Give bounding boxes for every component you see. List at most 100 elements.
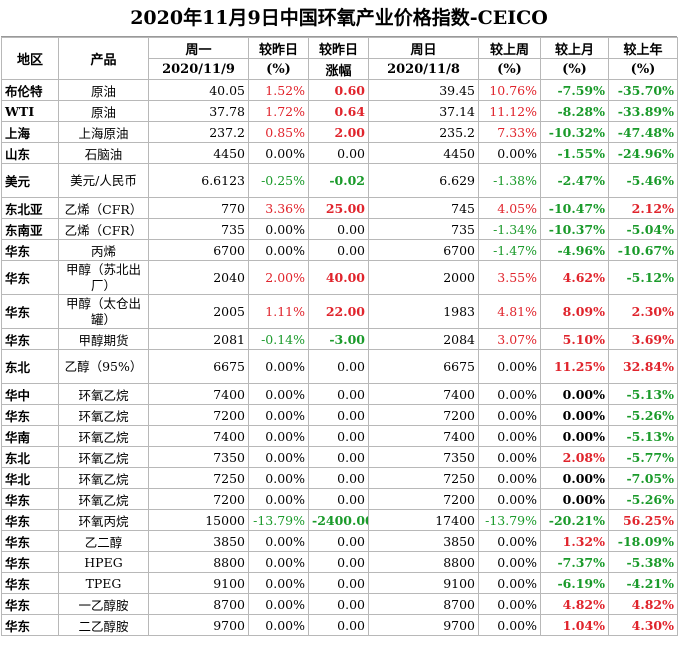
sunday-price-cell: 4450 (368, 142, 479, 164)
table-row: 华东 乙二醇 3850 0.00% 0.00 3850 0.00% 1.32% -18.09% (1, 530, 678, 552)
day-change-pct-cell: -13.79% (248, 509, 309, 531)
sunday-price-cell: 7400 (368, 383, 479, 405)
year-change-cell: 32.84% (608, 349, 678, 384)
day-change-pct-cell: 0.00% (248, 349, 309, 384)
region-cell: 华东 (1, 551, 59, 573)
day-change-value-cell: 0.00 (308, 142, 369, 164)
day-change-value-cell: 0.00 (308, 218, 369, 240)
monday-price-cell: 7350 (148, 446, 249, 468)
region-cell: 华东 (1, 509, 59, 531)
year-change-cell: -33.89% (608, 100, 678, 122)
header-row-2: 2020/11/9 (%) 涨幅 2020/11/8 (%) (%) (%) (2, 58, 678, 80)
header-vs-prev-day-change: 较昨日 (308, 37, 369, 59)
sunday-price-cell: 17400 (368, 509, 479, 531)
table-row: 华东 二乙醇胺 9700 0.00% 0.00 9700 0.00% 1.04% 4.30% (1, 614, 678, 636)
week-change-cell: 11.12% (478, 100, 541, 122)
day-change-value-cell: 22.00 (308, 294, 369, 329)
table-row: 华东 环氧乙烷 7200 0.00% 0.00 7200 0.00% 0.00% -5.26% (1, 488, 678, 510)
header-sunday: 周日 (368, 37, 479, 59)
week-change-cell: 0.00% (478, 572, 541, 594)
header-vs-last-year: 较上年 (608, 37, 678, 59)
day-change-pct-cell: 0.00% (248, 425, 309, 447)
table-row: 华东 甲醇（太仓出罐） 2005 1.11% 22.00 1983 4.81% 8.09% 2.… (1, 294, 678, 329)
region-cell: 东北 (1, 349, 59, 384)
table-row: 华东 甲醇（苏北出厂） 2040 2.00% 40.00 2000 3.55% 4.62% -5… (1, 260, 678, 295)
year-change-cell: -4.21% (608, 572, 678, 594)
year-change-cell: -7.05% (608, 467, 678, 489)
table-row: 华南 环氧乙烷 7400 0.00% 0.00 7400 0.00% 0.00% -5.13% (1, 425, 678, 447)
week-change-cell: 0.00% (478, 530, 541, 552)
week-change-cell: 4.81% (478, 294, 541, 329)
day-change-pct-cell: 0.00% (248, 488, 309, 510)
year-change-cell: -5.13% (608, 425, 678, 447)
table-row: 东南亚 乙烯（CFR） 735 0.00% 0.00 735 -1.34% -10.37% -5… (1, 218, 678, 240)
year-change-cell: 2.30% (608, 294, 678, 329)
monday-price-cell: 7200 (148, 488, 249, 510)
sunday-price-cell: 7350 (368, 446, 479, 468)
day-change-value-cell: 0.00 (308, 530, 369, 552)
monday-price-cell: 2081 (148, 328, 249, 350)
week-change-cell: -1.38% (478, 163, 541, 198)
table-row: 华东 一乙醇胺 8700 0.00% 0.00 8700 0.00% 4.82% 4.82% (1, 593, 678, 615)
product-cell: 环氧乙烷 (58, 425, 149, 447)
sunday-price-cell: 39.45 (368, 79, 479, 101)
header-product: 产品 (58, 37, 149, 80)
sunday-price-cell: 9100 (368, 572, 479, 594)
header-monday-date: 2020/11/9 (148, 58, 249, 80)
day-change-value-cell: 0.00 (308, 239, 369, 261)
sunday-price-cell: 2084 (368, 328, 479, 350)
table-row: 山东 石脑油 4450 0.00% 0.00 4450 0.00% -1.55% -24.96% (1, 142, 678, 164)
day-change-value-cell: 0.00 (308, 467, 369, 489)
day-change-pct-cell: -0.14% (248, 328, 309, 350)
year-change-cell: 56.25% (608, 509, 678, 531)
day-change-value-cell: 0.00 (308, 593, 369, 615)
week-change-cell: 0.00% (478, 446, 541, 468)
day-change-value-cell: -2400.00 (308, 509, 369, 531)
year-change-cell: -10.67% (608, 239, 678, 261)
region-cell: 华东 (1, 404, 59, 426)
year-change-cell: -24.96% (608, 142, 678, 164)
region-cell: 华东 (1, 530, 59, 552)
table-row: 东北亚 乙烯（CFR） 770 3.36% 25.00 745 4.05% -10.47% 2.… (1, 197, 678, 219)
day-change-pct-cell: 2.00% (248, 260, 309, 295)
week-change-cell: 0.00% (478, 593, 541, 615)
year-change-cell: -5.26% (608, 404, 678, 426)
day-change-pct-cell: 1.72% (248, 100, 309, 122)
day-change-pct-cell: 0.85% (248, 121, 309, 143)
product-cell: 甲醇（苏北出厂） (58, 260, 149, 295)
day-change-pct-cell: 3.36% (248, 197, 309, 219)
day-change-value-cell: -0.02 (308, 163, 369, 198)
year-change-cell: -5.12% (608, 260, 678, 295)
product-cell: 乙醇（95%） (58, 349, 149, 384)
sunday-price-cell: 1983 (368, 294, 479, 329)
day-change-pct-cell: 0.00% (248, 239, 309, 261)
product-cell: HPEG (58, 551, 149, 573)
day-change-value-cell: 40.00 (308, 260, 369, 295)
sunday-price-cell: 2000 (368, 260, 479, 295)
sunday-price-cell: 745 (368, 197, 479, 219)
region-cell: 华东 (1, 328, 59, 350)
month-change-cell: 11.25% (540, 349, 609, 384)
header-monday: 周一 (148, 37, 249, 59)
product-cell: 上海原油 (58, 121, 149, 143)
product-cell: 环氧丙烷 (58, 509, 149, 531)
table-row: 华东 环氧丙烷 15000 -13.79% -2400.00 17400 -13.79% -2… (1, 509, 678, 531)
region-cell: 华北 (1, 467, 59, 489)
monday-price-cell: 15000 (148, 509, 249, 531)
day-change-value-cell: 2.00 (308, 121, 369, 143)
month-change-cell: 4.62% (540, 260, 609, 295)
monday-price-cell: 9100 (148, 572, 249, 594)
month-change-cell: -10.32% (540, 121, 609, 143)
table-row: 东北 环氧乙烷 7350 0.00% 0.00 7350 0.00% 2.08% -5.77% (1, 446, 678, 468)
product-cell: 环氧乙烷 (58, 467, 149, 489)
week-change-cell: -1.34% (478, 218, 541, 240)
month-change-cell: 1.32% (540, 530, 609, 552)
day-change-pct-cell: 0.00% (248, 218, 309, 240)
header-vs-last-month: 较上月 (540, 37, 609, 59)
monday-price-cell: 9700 (148, 614, 249, 636)
year-change-cell: -5.26% (608, 488, 678, 510)
month-change-cell: 0.00% (540, 425, 609, 447)
day-change-value-cell: 0.00 (308, 614, 369, 636)
year-change-cell: 4.82% (608, 593, 678, 615)
week-change-cell: 0.00% (478, 425, 541, 447)
